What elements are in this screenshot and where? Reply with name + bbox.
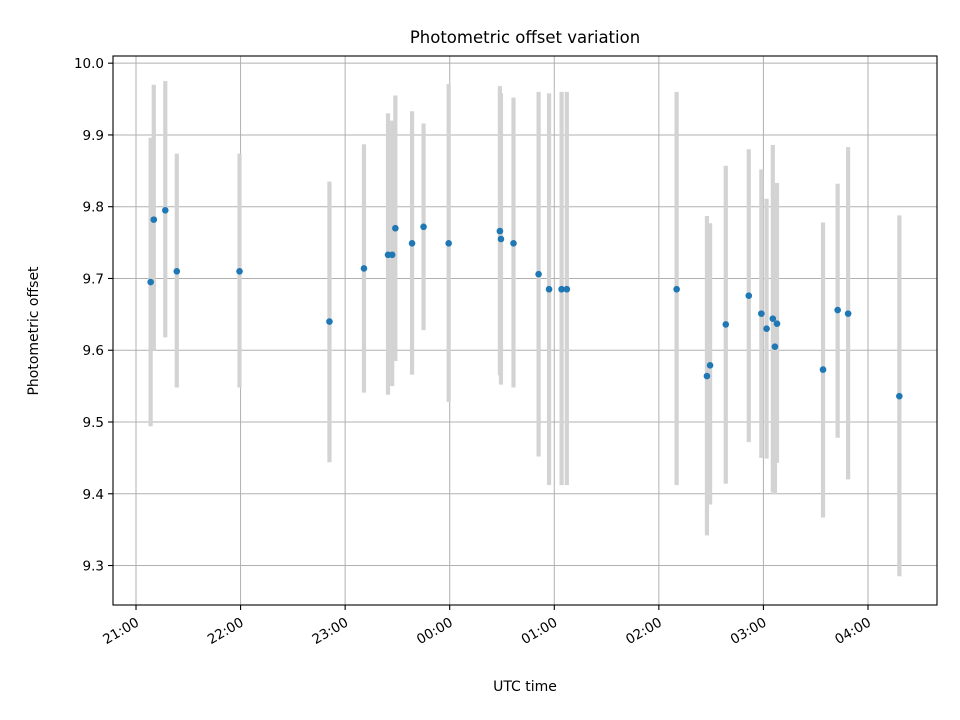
data-point — [535, 270, 542, 278]
data-point — [510, 240, 517, 247]
data-point — [497, 235, 505, 243]
grid — [113, 56, 937, 605]
data-point — [834, 306, 841, 314]
y-tick-label: 10.0 — [74, 56, 104, 72]
data-point — [496, 227, 504, 235]
x-tick-label: 22:00 — [205, 615, 247, 648]
data-point — [147, 278, 154, 286]
y-tick-label: 9.7 — [83, 271, 104, 287]
data-point — [150, 216, 158, 223]
data-point — [722, 321, 730, 328]
data-point — [819, 366, 827, 373]
y-tick-label: 9.3 — [83, 559, 104, 575]
data-point — [236, 267, 243, 275]
x-tick-label: 02:00 — [623, 615, 665, 648]
data-point — [360, 265, 368, 272]
x-tick-label: 04:00 — [832, 615, 874, 648]
x-tick-label: 23:00 — [309, 615, 351, 648]
data-point — [408, 240, 416, 247]
data-point — [673, 285, 680, 293]
data-point — [326, 318, 333, 325]
data-point — [745, 292, 753, 299]
x-tick-label: 00:00 — [414, 615, 456, 648]
x-tick-label: 03:00 — [728, 615, 770, 648]
chart-title: Photometric offset variation — [410, 28, 640, 47]
data-point — [703, 372, 711, 380]
data-point — [173, 267, 181, 275]
data-point — [445, 240, 452, 247]
x-axis: 21:00 22:00 23:00 00:00 01:00 02:00 03:00 04:00 — [100, 605, 874, 648]
x-tick-label: 01:00 — [519, 615, 561, 648]
data-point — [844, 310, 852, 317]
data-point — [771, 343, 779, 350]
error-bars — [148, 81, 902, 577]
data-point — [896, 392, 903, 400]
data-points — [147, 206, 903, 400]
x-axis-label: UTC time — [493, 679, 557, 695]
data-point — [706, 362, 714, 369]
data-point — [161, 206, 169, 214]
plot-frame — [112, 55, 938, 606]
data-point — [773, 320, 781, 327]
x-tick-label: 21:00 — [100, 615, 142, 648]
y-axis-label: Photometric offset — [26, 266, 42, 396]
data-point — [545, 285, 553, 293]
data-point — [392, 224, 399, 232]
y-tick-label: 9.5 — [83, 415, 104, 431]
data-point — [769, 315, 777, 322]
data-point — [563, 285, 571, 293]
y-tick-label: 9.9 — [83, 128, 104, 144]
data-point — [763, 325, 770, 333]
data-point — [388, 251, 396, 259]
data-point — [758, 310, 765, 317]
data-point — [558, 285, 565, 293]
y-tick-label: 9.4 — [83, 487, 104, 503]
y-tick-label: 9.6 — [83, 343, 104, 359]
y-tick-label: 9.8 — [83, 200, 104, 216]
data-point — [420, 223, 427, 231]
y-axis: 9.3 9.4 9.5 9.6 9.7 9.8 9.9 10.0 — [74, 56, 113, 575]
